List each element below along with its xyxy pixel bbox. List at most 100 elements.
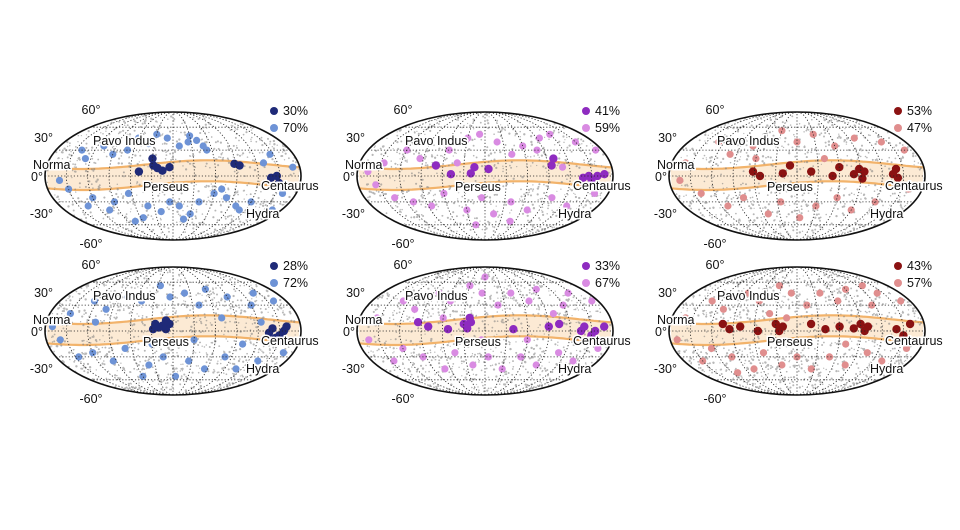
sky-map-panel-1: 60° 30° 0° -30° -60° Norma Pavo Indus Perseus Ce…: [30, 103, 320, 251]
legend-label: 72%: [283, 276, 308, 290]
light-sample-point: [532, 361, 540, 369]
light-sample-point: [106, 206, 114, 214]
light-sample-point: [124, 189, 133, 197]
light-sample-point: [200, 365, 209, 373]
latitude-tick-label: 60°: [394, 103, 413, 117]
latitude-tick-label: 0°: [655, 170, 667, 184]
light-sample-points: [365, 273, 602, 373]
legend-label: 33%: [595, 259, 620, 273]
legend-label: 43%: [907, 259, 932, 273]
light-sample-point: [841, 361, 849, 369]
light-sample-point: [793, 138, 801, 146]
longitude-line: [377, 266, 486, 396]
longitude-line: [796, 266, 841, 396]
region-label-perseus: Perseus: [455, 335, 501, 349]
dark-sample-point: [459, 319, 468, 329]
light-sample-point: [56, 336, 64, 344]
legend-swatch: [582, 262, 590, 270]
longitude-line: [711, 111, 798, 241]
dark-sample-point: [718, 319, 727, 329]
dark-sample-point: [849, 170, 859, 179]
dark-sample-point: [600, 322, 609, 331]
light-sample-points: [55, 130, 297, 225]
light-sample-point: [144, 140, 153, 148]
latitude-tick-label: -60°: [703, 392, 726, 406]
latitude-tick-label: -60°: [79, 237, 102, 251]
light-sample-point: [546, 130, 554, 138]
light-sample-point: [490, 210, 498, 218]
light-sample-point: [453, 159, 461, 167]
legend-label: 53%: [907, 104, 932, 118]
dark-sample-point: [736, 322, 745, 331]
dark-sample-point: [835, 322, 844, 331]
longitude-line: [108, 266, 174, 396]
longitude-line: [420, 111, 486, 241]
dark-sample-point: [748, 167, 758, 176]
longitude-line: [65, 111, 174, 241]
light-sample-point: [590, 189, 599, 197]
dark-sample-point: [424, 322, 433, 331]
light-sample-point: [463, 206, 471, 214]
light-sample-point: [153, 130, 161, 138]
light-sample-point: [411, 305, 419, 313]
light-sample-point: [232, 202, 240, 210]
light-sample-point: [506, 217, 514, 225]
light-sample-point: [440, 189, 448, 197]
light-sample-point: [588, 297, 596, 305]
dark-sample-point: [555, 319, 564, 329]
longitude-line: [172, 266, 281, 396]
light-sample-points: [676, 127, 913, 222]
dark-sample-points: [431, 154, 609, 184]
light-sample-points: [48, 282, 287, 380]
light-sample-point: [278, 189, 287, 197]
latitude-tick-label: 30°: [658, 131, 677, 145]
dark-sample-point: [725, 325, 734, 334]
legend-swatch: [582, 107, 590, 115]
legend-swatch: [894, 124, 902, 132]
region-label-pavo-indus: Pavo Indus: [93, 134, 156, 148]
region-label-perseus: Perseus: [143, 335, 189, 349]
dark-sample-point: [465, 313, 474, 323]
light-sample-point: [441, 365, 449, 373]
galactic-plane-lower-edge: [46, 180, 301, 192]
longitude-line: [108, 111, 174, 241]
light-sample-point: [904, 185, 913, 193]
longitude-line: [484, 266, 571, 396]
light-sample-point: [446, 297, 454, 305]
latitude-tick-label: 30°: [346, 286, 365, 300]
longitude-line: [87, 111, 174, 241]
graticule: [357, 266, 613, 396]
dark-sample-point: [855, 164, 864, 174]
light-sample-point: [816, 289, 824, 297]
light-sample-point: [719, 305, 728, 313]
dark-sample-point: [272, 171, 281, 181]
light-sample-point: [809, 130, 817, 138]
galactic-plane-lower-edge: [670, 180, 925, 192]
longitude-line: [484, 266, 507, 396]
sky-map-panel-4: 60° 30° 0° -30° -60° Norma Pavo Indus Perseus Ce…: [30, 258, 320, 406]
longitude-line: [172, 111, 259, 241]
light-sample-point: [102, 305, 110, 313]
light-sample-point: [807, 365, 815, 373]
light-sample-point: [91, 318, 100, 326]
light-sample-point: [708, 297, 716, 305]
light-sample-point: [764, 210, 772, 218]
light-sample-point: [268, 206, 276, 214]
longitude-line: [732, 266, 798, 396]
light-sample-point: [159, 353, 167, 361]
light-sample-point: [131, 217, 139, 225]
light-sample-point: [777, 198, 785, 206]
longitude-line: [441, 266, 486, 396]
dark-sample-point: [165, 163, 174, 172]
region-label-centaurus: Centaurus: [573, 334, 631, 348]
light-sample-point: [481, 185, 489, 193]
dark-sample-point: [148, 325, 158, 334]
latitude-tick-label: -30°: [654, 207, 677, 221]
map-outline: [356, 111, 614, 241]
dark-sample-point: [580, 322, 589, 331]
light-sample-point: [157, 208, 165, 216]
latitude-tick-label: 30°: [346, 131, 365, 145]
legend-label: 59%: [595, 121, 620, 135]
